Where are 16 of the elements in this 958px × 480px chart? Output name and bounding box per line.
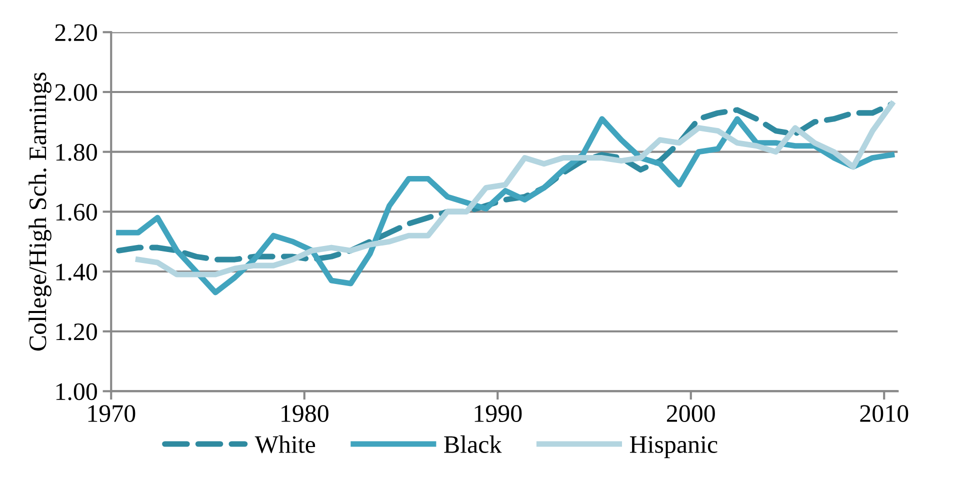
y-tick-label: 2.00 xyxy=(55,84,97,102)
legend-label: White xyxy=(254,435,316,454)
x-tick-label: 1980 xyxy=(282,405,328,422)
legend-label: Black xyxy=(444,435,502,453)
x-tick-label: 1990 xyxy=(474,405,522,422)
y-tick-label: 2.20 xyxy=(55,24,97,42)
y-tick-label: 1.40 xyxy=(56,264,97,281)
y-axis-title: College/High Sch. Earnings xyxy=(28,72,52,351)
x-tick-label: 2000 xyxy=(666,405,715,422)
y-tick-label: 1.60 xyxy=(56,204,97,221)
x-tick-label: 2010 xyxy=(860,405,908,422)
y-tick-label: 1.20 xyxy=(56,323,97,340)
y-tick-label: 1.80 xyxy=(56,144,97,161)
x-tick-label: 1970 xyxy=(88,405,136,422)
legend-label: Hispanic xyxy=(630,436,718,458)
y-tick-label: 1.00 xyxy=(56,383,97,400)
